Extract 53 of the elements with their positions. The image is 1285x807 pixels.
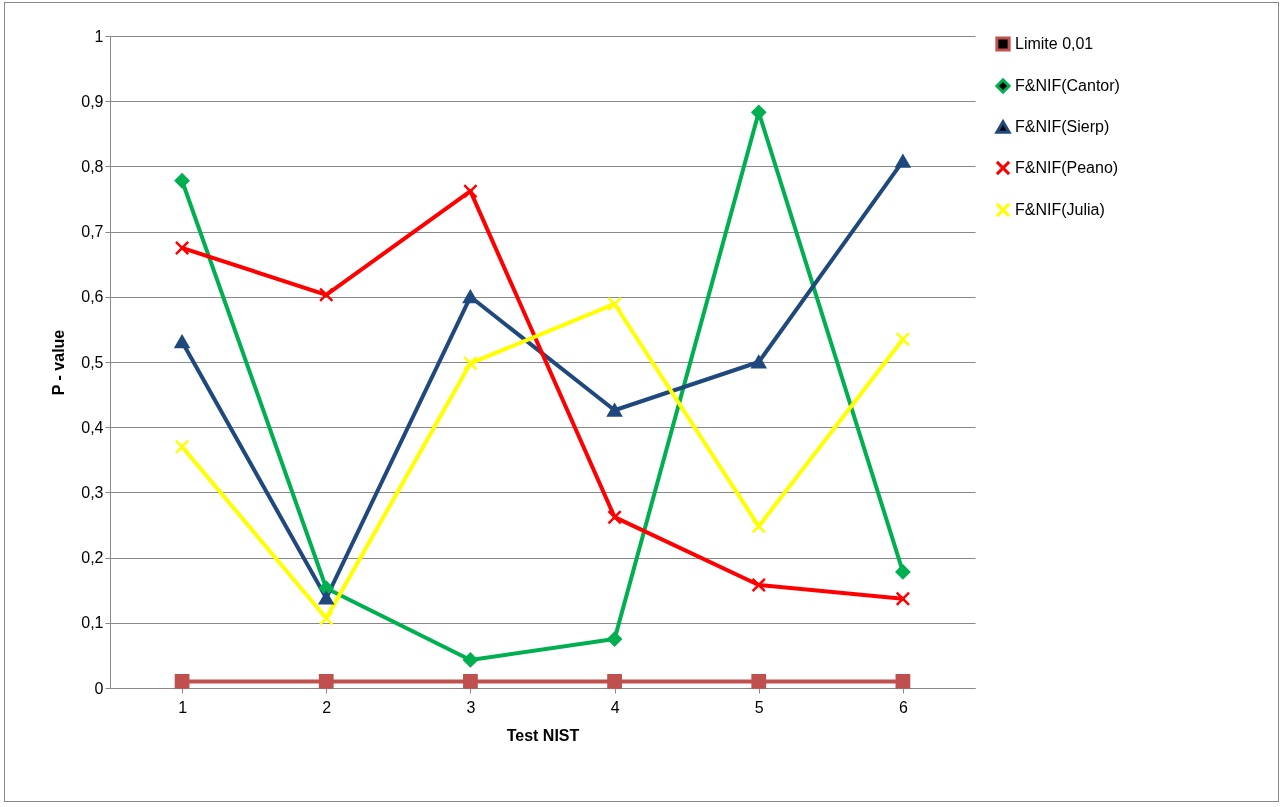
- point: [895, 331, 911, 347]
- x-axis-title: Test NIST: [506, 726, 580, 744]
- point: [463, 674, 478, 689]
- point: [174, 335, 190, 349]
- legend-label: F&NIF(Sierp): [1015, 118, 1110, 135]
- point: [463, 355, 478, 371]
- x-tick-label: 5: [754, 698, 764, 716]
- point: [895, 591, 911, 607]
- y-tick-label: 0,2: [81, 549, 104, 567]
- point: [318, 674, 334, 689]
- point: [607, 403, 622, 417]
- point: [607, 674, 622, 689]
- y-tick-label: 0,4: [81, 418, 104, 436]
- point: [463, 652, 478, 668]
- point: [174, 674, 190, 689]
- point: [174, 240, 190, 256]
- legend-label: F&NIF(Cantor): [1015, 77, 1120, 94]
- x-tick-label: 3: [466, 698, 476, 716]
- point: [463, 183, 478, 199]
- y-tick-label: 0,9: [81, 92, 104, 110]
- point: [751, 518, 767, 534]
- point: [607, 631, 622, 647]
- x-tick-label: 4: [610, 698, 620, 716]
- point: [318, 287, 334, 303]
- y-tick-label: 1: [94, 27, 104, 45]
- y-tick-label: 0,1: [81, 614, 104, 632]
- point: [751, 104, 767, 120]
- y-tick-label: 0,3: [81, 483, 104, 501]
- point: [318, 591, 334, 605]
- point: [174, 173, 190, 189]
- x-tick-label: 1: [178, 698, 188, 716]
- point: [895, 674, 911, 689]
- point: [751, 577, 767, 593]
- y-axis-title: P - value: [50, 329, 68, 396]
- point: [607, 509, 622, 525]
- point: [895, 564, 911, 580]
- point: [463, 290, 478, 304]
- x-tick-label: 6: [898, 698, 908, 716]
- point: [751, 355, 767, 369]
- point: [895, 154, 911, 168]
- legend-label: Limite 0,01: [1015, 35, 1094, 52]
- y-tick-label: 0,6: [81, 288, 104, 306]
- point: [607, 296, 622, 312]
- x-tick-label: 2: [322, 698, 332, 716]
- y-tick-label: 0,5: [81, 353, 104, 371]
- point: [174, 439, 190, 455]
- y-tick-label: 0,8: [81, 157, 104, 175]
- legend-label: F&NIF(Julia): [1015, 201, 1105, 218]
- point: [318, 610, 334, 626]
- y-tick-label: 0: [94, 679, 104, 697]
- y-tick-label: 0,7: [81, 223, 104, 241]
- legend-label: F&NIF(Peano): [1015, 159, 1119, 176]
- point: [751, 674, 767, 689]
